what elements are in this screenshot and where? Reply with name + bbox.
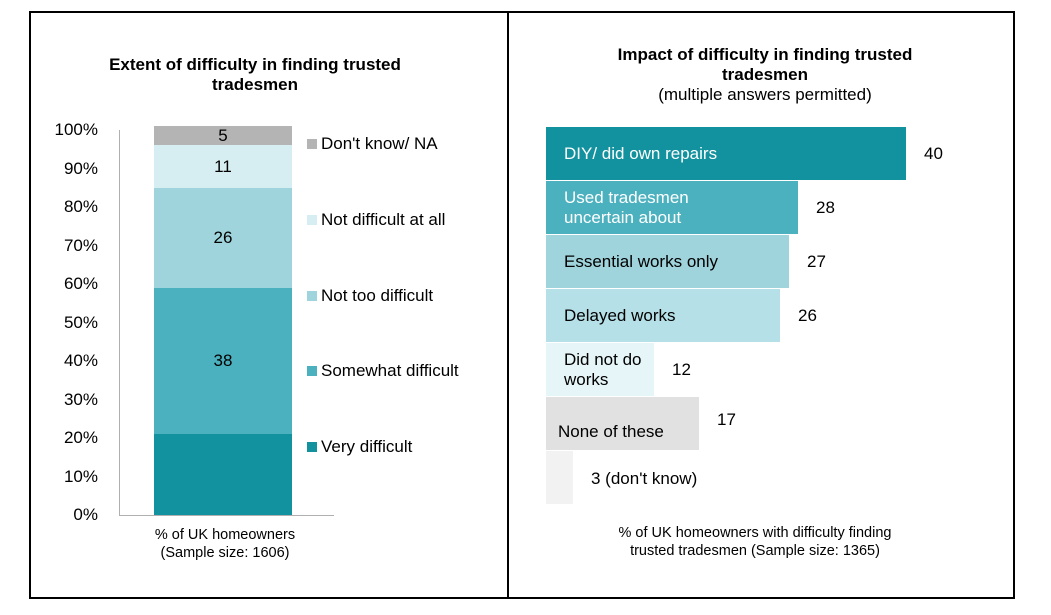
impact-bar-label-line: Used tradesmen — [564, 187, 689, 207]
stack-data-label: 38 — [213, 351, 233, 370]
stack-data-label: 11 — [214, 156, 232, 176]
panel-divider — [507, 11, 509, 599]
impact-bar-label-line: Delayed works — [564, 305, 676, 325]
impact-bar — [546, 397, 699, 450]
legend-swatch — [307, 215, 317, 225]
stack-segment — [154, 287, 292, 435]
impact-bar-label-line: None of these — [558, 421, 664, 441]
impact-bar-value: 28 — [816, 197, 835, 217]
legend-label: Very difficult — [321, 437, 413, 456]
right-chart-title-text: Impact of difficulty in finding trusted … — [617, 45, 913, 84]
legend-label: Not difficult at all — [321, 210, 446, 229]
stack-segment — [154, 187, 292, 288]
impact-bar — [546, 127, 906, 180]
legend-swatch — [307, 442, 317, 452]
y-tick-label: 100% — [54, 120, 98, 139]
impact-bar-value: 17 — [717, 409, 736, 429]
y-tick-label: 60% — [63, 274, 98, 293]
impact-bar-value: 40 — [924, 143, 943, 163]
left-x-axis-label: % of UK homeowners — [154, 527, 296, 543]
impact-bar-label-line: DIY/ did own repairs — [564, 143, 718, 163]
impact-bar — [546, 343, 654, 396]
right-x-axis-label: % of UK homeowners with difficulty findi… — [618, 525, 892, 541]
stack-segment — [154, 145, 292, 188]
left-chart-title: Extent of difficulty in finding trusted … — [100, 55, 410, 95]
impact-bar-label: Essential works only — [564, 252, 718, 272]
impact-bar-label-line: works — [564, 369, 609, 389]
impact-bar-value: 27 — [807, 251, 826, 271]
impact-bar-label-line: Essential works only — [564, 251, 719, 271]
impact-bar — [546, 451, 573, 504]
impact-bar-label: None of these — [558, 422, 664, 442]
y-tick-label: 90% — [63, 158, 98, 178]
y-tick-label: 40% — [63, 351, 98, 370]
right-chart-subtitle: (multiple answers permitted) — [658, 85, 872, 104]
y-tick-label: 10% — [63, 466, 98, 486]
stack-segment — [154, 126, 292, 146]
legend-swatch — [307, 139, 317, 149]
left-y-axis-line — [119, 130, 120, 515]
impact-bar-value: 26 — [798, 305, 817, 325]
y-tick-label: 0% — [73, 505, 98, 524]
stack-segment — [154, 434, 292, 515]
y-tick-label: 20% — [63, 428, 98, 447]
stack-data-label: 26 — [213, 227, 233, 247]
legend-swatch — [307, 366, 317, 376]
impact-bar-label-line: uncertain about — [564, 207, 682, 227]
stack-data-label: 5 — [218, 125, 228, 145]
y-tick-label: 30% — [63, 389, 98, 409]
left-x-axis-line — [119, 515, 334, 516]
impact-bar-label: DIY/ did own repairs — [564, 144, 717, 164]
impact-bar-label: Delayed works — [564, 306, 676, 326]
right-chart-title: Impact of difficulty in finding trusted … — [610, 45, 920, 105]
chart-frame — [29, 11, 1015, 599]
legend-label: Don't know/ NA — [321, 134, 438, 153]
impact-bar-label-line: Did not do — [564, 349, 642, 369]
left-chart-title-text: Extent of difficulty in finding trusted … — [109, 55, 401, 94]
legend-swatch — [307, 291, 317, 301]
legend-label: Not too difficult — [321, 286, 434, 305]
impact-bar-label: Used tradesmen uncertain about — [564, 188, 689, 228]
y-tick-label: 50% — [63, 312, 98, 332]
impact-bar-value: 3 (don't know) — [591, 468, 698, 488]
y-tick-label: 80% — [63, 197, 98, 216]
y-tick-label: 70% — [63, 235, 98, 255]
impact-bar-value: 12 — [672, 359, 691, 379]
impact-bar — [546, 235, 789, 288]
impact-bar — [546, 289, 780, 342]
impact-bar-label: Did not do works — [564, 350, 642, 390]
right-x-axis-label-line2: trusted tradesmen (Sample size: 1365) — [630, 543, 880, 559]
left-x-axis-sample: (Sample size: 1606) — [160, 545, 290, 561]
right-x-axis-caption: % of UK homeowners with difficulty findi… — [575, 524, 935, 560]
impact-bar — [546, 181, 798, 234]
legend-label: Somewhat difficult — [321, 361, 459, 380]
left-x-axis-caption: % of UK homeowners (Sample size: 1606) — [120, 526, 330, 562]
